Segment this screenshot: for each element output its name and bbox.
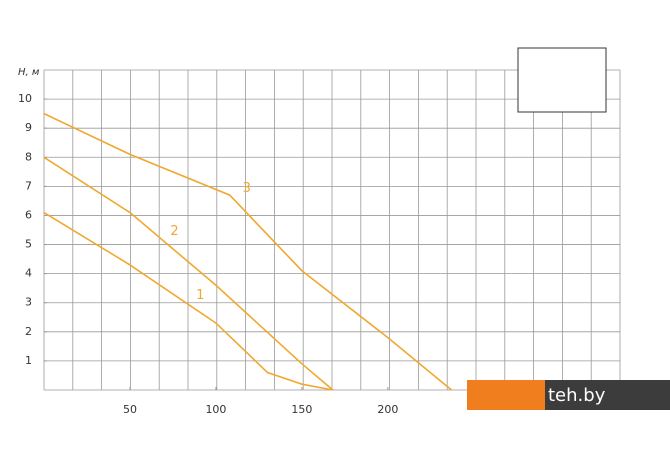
series-line: [43, 156, 334, 391]
watermark-bg: [545, 380, 670, 410]
y-tick-label: 4: [25, 267, 32, 280]
series-line: [43, 211, 334, 391]
x-tick-label: 200: [377, 403, 398, 416]
legend-box: [517, 47, 607, 113]
y-tick-label: 5: [25, 238, 32, 251]
x-tick-label: 100: [205, 403, 226, 416]
curve-label: 2: [170, 224, 178, 239]
series-line: [43, 112, 453, 391]
y-tick-label: 2: [25, 325, 32, 338]
y-tick-label: 6: [25, 208, 32, 221]
y-tick-label: 8: [25, 150, 32, 163]
watermark: teh.by: [548, 385, 606, 406]
y-tick-label: 3: [25, 296, 32, 309]
x-tick-label: 150: [291, 403, 312, 416]
y-tick-label: 7: [25, 179, 32, 192]
y-axis-label: H, м: [18, 67, 40, 78]
y-tick-label: 10: [18, 92, 32, 105]
watermark-bg: [467, 380, 545, 410]
y-tick-label: 1: [25, 354, 32, 367]
curve-label: 3: [243, 181, 251, 196]
y-tick-label: 9: [25, 121, 32, 134]
curve-label: 1: [196, 288, 204, 303]
x-tick-label: 50: [123, 403, 137, 416]
